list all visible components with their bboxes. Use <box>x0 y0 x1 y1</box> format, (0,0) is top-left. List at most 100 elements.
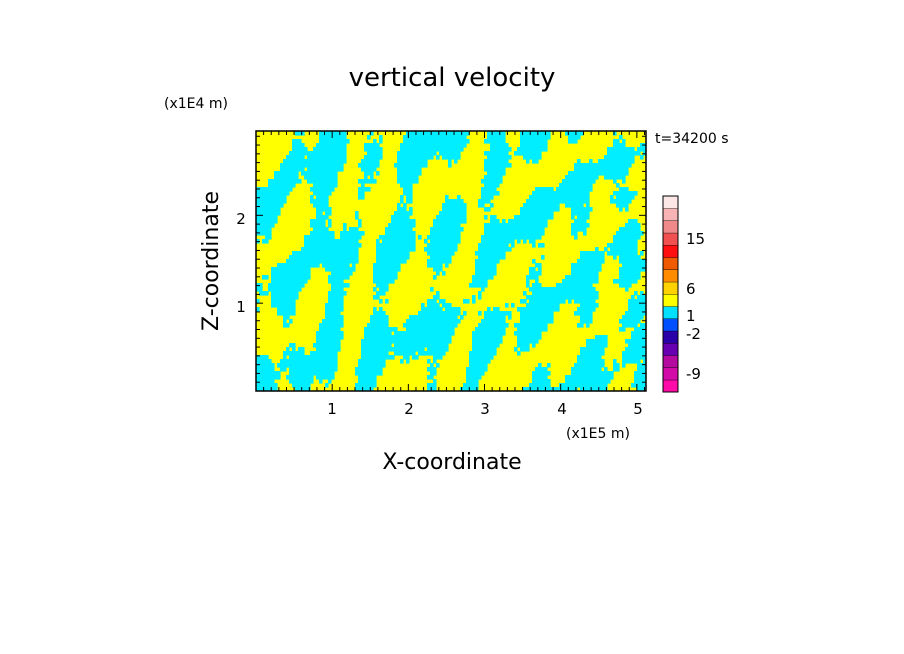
negative-velocity-cell <box>631 151 635 156</box>
negative-velocity-cell <box>400 147 404 152</box>
negative-velocity-cell <box>313 351 317 356</box>
negative-velocity-cell <box>484 199 488 204</box>
negative-velocity-cell <box>493 343 497 348</box>
negative-velocity-cell <box>535 375 539 380</box>
negative-velocity-cell <box>586 319 590 324</box>
negative-velocity-cell <box>637 383 641 388</box>
negative-velocity-cell <box>487 335 491 340</box>
negative-velocity-cell <box>598 347 602 352</box>
negative-velocity-cell <box>517 351 521 356</box>
negative-velocity-cell <box>385 251 389 256</box>
negative-velocity-cell <box>439 139 443 144</box>
negative-velocity-cell <box>547 295 551 300</box>
negative-velocity-cell <box>400 143 404 148</box>
negative-velocity-cell <box>610 159 614 164</box>
negative-velocity-cell <box>445 311 449 316</box>
negative-velocity-cell <box>259 219 263 224</box>
negative-velocity-cell <box>481 371 485 376</box>
negative-velocity-cell <box>313 371 317 376</box>
negative-velocity-cell <box>388 275 392 280</box>
negative-velocity-cell <box>589 367 593 372</box>
negative-velocity-cell <box>583 175 587 180</box>
negative-velocity-cell <box>409 171 413 176</box>
negative-velocity-cell <box>475 259 479 264</box>
negative-velocity-cell <box>583 211 587 216</box>
negative-velocity-cell <box>502 155 506 160</box>
negative-velocity-cell <box>601 359 605 364</box>
negative-velocity-cell <box>424 311 428 316</box>
negative-velocity-cell <box>394 243 398 248</box>
negative-velocity-cell <box>481 243 485 248</box>
negative-velocity-cell <box>493 151 497 156</box>
negative-velocity-cell <box>316 359 320 364</box>
negative-velocity-cell <box>526 159 530 164</box>
negative-velocity-cell <box>268 183 272 188</box>
negative-velocity-cell <box>292 379 296 384</box>
negative-velocity-cell <box>532 139 536 144</box>
negative-velocity-cell <box>580 379 584 384</box>
negative-velocity-cell <box>451 219 455 224</box>
negative-velocity-cell <box>595 247 599 252</box>
negative-velocity-cell <box>394 263 398 268</box>
negative-velocity-cell <box>496 219 500 224</box>
negative-velocity-cell <box>592 179 596 184</box>
negative-velocity-cell <box>292 359 296 364</box>
negative-velocity-cell <box>316 211 320 216</box>
negative-velocity-cell <box>295 151 299 156</box>
negative-velocity-cell <box>505 231 509 236</box>
negative-velocity-cell <box>436 231 440 236</box>
negative-velocity-cell <box>403 155 407 160</box>
negative-velocity-cell <box>286 267 290 272</box>
negative-velocity-cell <box>340 131 344 136</box>
negative-velocity-cell <box>313 223 317 228</box>
negative-velocity-cell <box>361 187 365 192</box>
negative-velocity-cell <box>490 235 494 240</box>
negative-velocity-cell <box>301 351 305 356</box>
negative-velocity-cell <box>526 227 530 232</box>
negative-velocity-cell <box>535 295 539 300</box>
negative-velocity-cell <box>433 367 437 372</box>
negative-velocity-cell <box>640 259 644 264</box>
negative-velocity-cell <box>589 291 593 296</box>
negative-velocity-cell <box>532 295 536 300</box>
negative-velocity-cell <box>325 131 329 136</box>
negative-velocity-cell <box>271 291 275 296</box>
negative-velocity-cell <box>367 339 371 344</box>
negative-velocity-cell <box>595 335 599 340</box>
negative-velocity-cell <box>334 147 338 152</box>
negative-velocity-cell <box>499 235 503 240</box>
negative-velocity-cell <box>445 235 449 240</box>
negative-velocity-cell <box>427 387 431 391</box>
negative-velocity-cell <box>415 163 419 168</box>
negative-velocity-cell <box>499 331 503 336</box>
negative-velocity-cell <box>397 175 401 180</box>
negative-velocity-cell <box>556 203 560 208</box>
negative-velocity-cell <box>424 339 428 344</box>
negative-velocity-cell <box>481 323 485 328</box>
negative-velocity-cell <box>598 367 602 372</box>
negative-velocity-cell <box>316 167 320 172</box>
negative-velocity-cell <box>286 363 290 368</box>
negative-velocity-cell <box>325 307 329 312</box>
negative-velocity-cell <box>412 335 416 340</box>
negative-velocity-cell <box>370 155 374 160</box>
negative-velocity-cell <box>502 231 506 236</box>
negative-velocity-cell <box>271 215 275 220</box>
negative-velocity-cell <box>637 359 641 364</box>
negative-velocity-cell <box>631 239 635 244</box>
negative-velocity-cell <box>289 263 293 268</box>
negative-velocity-cell <box>325 315 329 320</box>
negative-velocity-cell <box>493 315 497 320</box>
negative-velocity-cell <box>280 303 284 308</box>
negative-velocity-cell <box>448 163 452 168</box>
colorbar <box>662 195 679 393</box>
negative-velocity-cell <box>307 387 311 391</box>
negative-velocity-cell <box>331 163 335 168</box>
negative-velocity-cell <box>541 371 545 376</box>
negative-velocity-cell <box>274 175 278 180</box>
negative-velocity-cell <box>487 355 491 360</box>
negative-velocity-cell <box>265 211 269 216</box>
negative-velocity-cell <box>331 287 335 292</box>
negative-velocity-cell <box>484 367 488 372</box>
negative-velocity-cell <box>274 271 278 276</box>
